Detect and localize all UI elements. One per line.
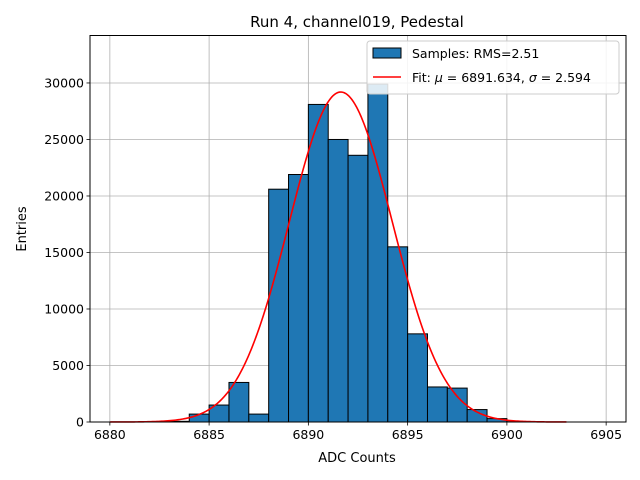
legend-samples-label: Samples: RMS=2.51 bbox=[412, 46, 539, 61]
histogram-bar bbox=[268, 188, 290, 423]
x-axis-label: ADC Counts bbox=[318, 451, 396, 466]
legend: Samples: RMS=2.51 Fit: μ = 6891.634, σ =… bbox=[366, 40, 620, 95]
y-tick-label: 15000 bbox=[44, 245, 84, 260]
histogram-bar bbox=[407, 333, 428, 423]
histogram-bar bbox=[248, 413, 270, 423]
y-tick-label: 10000 bbox=[44, 301, 84, 316]
histogram-bar bbox=[446, 387, 468, 423]
legend-fit-mu-symbol: μ bbox=[434, 70, 443, 85]
x-tick-label: 6900 bbox=[491, 427, 523, 442]
y-tick-label: 0 bbox=[76, 415, 84, 430]
chart-title: Run 4, channel019, Pedestal bbox=[250, 13, 464, 31]
legend-fit-sigma-symbol: σ bbox=[529, 70, 538, 85]
legend-fit-mu-value: = 6891.634, bbox=[443, 70, 529, 85]
y-tick-label: 25000 bbox=[44, 132, 84, 147]
histogram-bar bbox=[367, 83, 389, 423]
histogram-bar bbox=[327, 138, 349, 423]
legend-samples-swatch bbox=[372, 47, 402, 59]
x-tick-label: 6905 bbox=[590, 427, 622, 442]
legend-fit-label: Fit: μ = 6891.634, σ = 2.594 bbox=[412, 70, 591, 85]
histogram-bar bbox=[307, 103, 329, 423]
legend-box bbox=[366, 40, 620, 95]
y-axis-label: Entries bbox=[15, 206, 30, 252]
histogram-bar bbox=[347, 154, 369, 423]
x-tick-label: 6890 bbox=[292, 427, 324, 442]
histogram-bar bbox=[387, 246, 409, 423]
legend-fit-sigma-value: = 2.594 bbox=[537, 70, 591, 85]
plot-frame bbox=[89, 35, 627, 423]
x-tick-label: 6895 bbox=[392, 427, 424, 442]
fit-curve bbox=[109, 91, 567, 423]
x-tick-label: 6885 bbox=[193, 427, 225, 442]
y-tick-label: 30000 bbox=[44, 75, 84, 90]
histogram-bar bbox=[228, 381, 250, 423]
legend-fit-prefix: Fit: bbox=[412, 70, 435, 85]
y-tick-label: 5000 bbox=[52, 358, 84, 373]
histogram-bar bbox=[426, 386, 448, 423]
x-tick-label: 6880 bbox=[94, 427, 126, 442]
axis-ticks: 6880 6885 6890 6895 6900 6905 0 5000 10000 15000 2… bbox=[44, 75, 622, 442]
y-tick-label: 20000 bbox=[44, 188, 84, 203]
fit-curve-layer bbox=[109, 91, 567, 423]
